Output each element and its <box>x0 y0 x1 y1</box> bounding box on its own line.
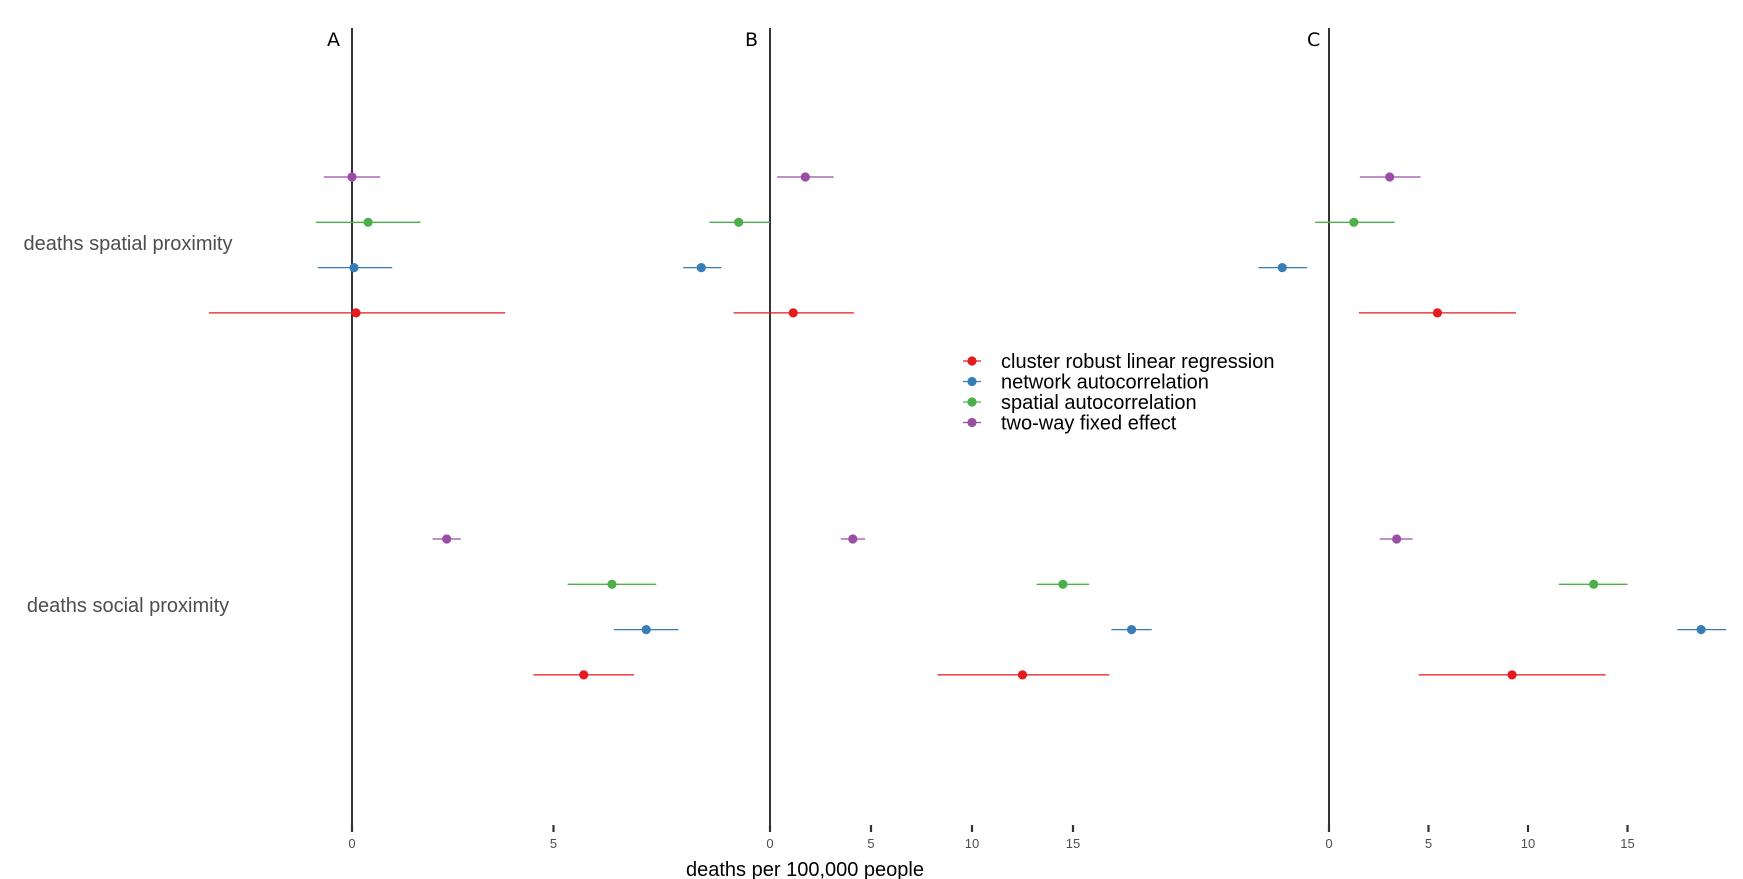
x-tick-label: 0 <box>766 836 773 851</box>
estimate-point <box>1058 579 1068 589</box>
estimate-point <box>1696 625 1706 635</box>
legend-label: two-way fixed effect <box>1001 413 1177 435</box>
legend-item: spatial autocorrelation <box>963 392 1197 414</box>
legend-key-point <box>967 397 977 407</box>
x-tick-label: 5 <box>867 836 874 851</box>
estimate-point <box>442 534 452 544</box>
x-tick-label: 0 <box>348 836 355 851</box>
estimate-point <box>579 670 589 680</box>
estimate-point <box>848 534 858 544</box>
panel-label: A <box>327 29 340 51</box>
legend-key-point <box>967 356 977 366</box>
panel-label: B <box>745 29 758 51</box>
legend-item: network autocorrelation <box>963 372 1209 394</box>
estimate-point <box>800 172 810 182</box>
estimate-point <box>1432 308 1443 318</box>
panel-b: B 0 5 10 15 <box>683 28 1152 851</box>
x-tick-label: 10 <box>1521 836 1535 851</box>
legend-label: spatial autocorrelation <box>1001 392 1197 414</box>
legend-label: network autocorrelation <box>1001 372 1209 394</box>
estimate-point <box>607 579 617 589</box>
panel-label: C <box>1307 29 1320 51</box>
panel-c: C 0 5 10 15 <box>1258 28 1727 851</box>
estimate-point <box>363 217 373 227</box>
legend: cluster robust linear regressionnetwork … <box>963 351 1274 435</box>
estimate-point <box>788 308 798 318</box>
panel-a: A 0 5 <box>208 28 679 851</box>
estimate-point <box>641 625 651 635</box>
x-tick-label: 15 <box>1066 836 1080 851</box>
estimate-point <box>1507 670 1517 680</box>
estimate-point <box>1017 670 1028 680</box>
estimate-point <box>1126 625 1137 635</box>
legend-key-point <box>967 417 977 428</box>
x-axis-label: deaths per 100,000 people <box>686 859 924 879</box>
estimate-point <box>351 308 361 318</box>
estimate-point <box>696 263 706 273</box>
legend-item: cluster robust linear regression <box>963 351 1274 373</box>
legend-key-point <box>967 376 977 387</box>
estimate-point <box>1385 172 1395 182</box>
legend-item: two-way fixed effect <box>963 413 1177 435</box>
y-label-social: deaths social proximity <box>27 595 229 617</box>
x-tick-label: 15 <box>1620 836 1634 851</box>
estimate-point <box>734 217 744 227</box>
x-tick-label: 10 <box>965 836 979 851</box>
estimate-point <box>1589 579 1599 589</box>
x-tick-label: 5 <box>550 836 557 851</box>
x-tick-label: 5 <box>1425 836 1432 851</box>
legend-label: cluster robust linear regression <box>1001 351 1274 373</box>
estimate-point <box>349 263 359 273</box>
estimate-point <box>1277 263 1287 273</box>
estimate-point <box>1349 217 1359 227</box>
chart-panels: A 0 5 B 0 5 10 15 C 0 5 10 15 <box>208 28 1727 851</box>
x-tick-label: 0 <box>1325 836 1332 851</box>
estimate-point <box>1392 534 1402 544</box>
estimate-point <box>347 172 357 182</box>
y-label-spatial: deaths spatial proximity <box>24 233 233 255</box>
